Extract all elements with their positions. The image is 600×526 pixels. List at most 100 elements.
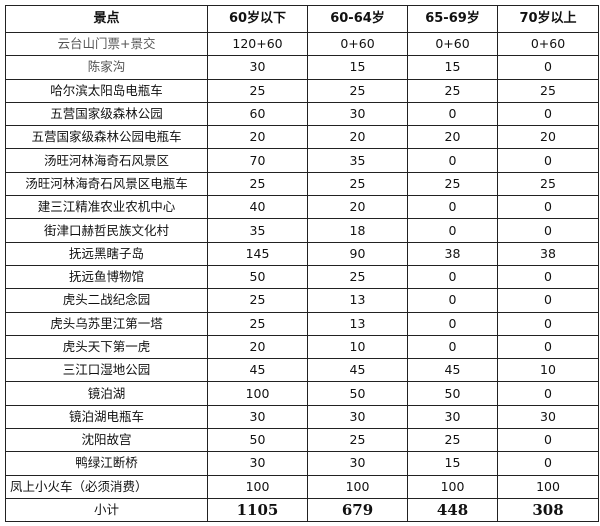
- subtotal-value: 448: [407, 497, 498, 523]
- price-cell: 100: [307, 474, 408, 499]
- price-cell: 100: [407, 474, 498, 499]
- price-cell: 0+60: [497, 31, 599, 57]
- ticket-price-table: 景点 60岁以下 60-64岁 65-69岁 70岁以上 云台山门票+景交 120+60 0…: [5, 5, 599, 523]
- price-cell: 0: [497, 148, 599, 173]
- price-cell: 50: [207, 428, 308, 453]
- price-cell: 13: [307, 288, 408, 313]
- price-cell: 50: [407, 381, 498, 406]
- column-header: 60岁以下: [207, 5, 308, 33]
- price-cell: 0: [407, 311, 498, 336]
- price-cell: 30: [307, 404, 408, 430]
- price-cell: 25: [407, 428, 498, 453]
- price-cell: 120+60: [207, 31, 308, 57]
- attraction-name: 街津口赫哲民族文化村: [5, 218, 208, 243]
- table-row: 沈阳故宫 50 25 25 0: [5, 428, 599, 453]
- table-row: 街津口赫哲民族文化村 35 18 0 0: [5, 218, 599, 243]
- price-cell: 145: [207, 241, 308, 266]
- table-row: 虎头天下第一虎 20 10 0 0: [5, 334, 599, 360]
- price-cell: 30: [307, 451, 408, 476]
- attraction-name: 建三江精准农业农机中心: [5, 195, 208, 220]
- table-row: 哈尔滨太阳岛电瓶车 25 25 25 25: [5, 78, 599, 103]
- price-cell: 25: [207, 78, 308, 103]
- price-cell: 0+60: [407, 31, 498, 57]
- price-cell: 20: [307, 195, 408, 220]
- price-cell: 0: [497, 451, 599, 476]
- price-cell: 45: [407, 358, 498, 383]
- price-cell: 30: [497, 404, 599, 430]
- attraction-name: 凤上小火车（必须消费）: [5, 474, 208, 499]
- price-cell: 25: [207, 288, 308, 313]
- attraction-name: 汤旺河林海奇石风景区: [5, 148, 208, 173]
- table-row: 鸭绿江断桥 30 30 15 0: [5, 451, 599, 476]
- price-cell: 100: [207, 381, 308, 406]
- price-cell: 25: [497, 78, 599, 103]
- price-cell: 10: [497, 358, 599, 383]
- attraction-name: 抚远黑瞎子岛: [5, 241, 208, 266]
- price-cell: 30: [207, 451, 308, 476]
- price-cell: 0: [497, 334, 599, 360]
- table-row: 汤旺河林海奇石风景区 70 35 0 0: [5, 148, 599, 173]
- table-row: 五营国家级森林公园 60 30 0 0: [5, 101, 599, 127]
- subtotal-row: 小计 1105 679 448 308: [5, 497, 599, 523]
- price-cell: 20: [407, 125, 498, 150]
- attraction-name: 哈尔滨太阳岛电瓶车: [5, 78, 208, 103]
- attraction-name: 云台山门票+景交: [5, 31, 208, 57]
- column-header: 65-69岁: [407, 5, 498, 33]
- price-cell: 100: [207, 474, 308, 499]
- table-row: 虎头二战纪念园 25 13 0 0: [5, 288, 599, 313]
- price-cell: 45: [207, 358, 308, 383]
- price-cell: 0: [497, 428, 599, 453]
- price-cell: 40: [207, 195, 308, 220]
- price-cell: 15: [407, 451, 498, 476]
- attraction-name: 镜泊湖: [5, 381, 208, 406]
- table-row: 镜泊湖 100 50 50 0: [5, 381, 599, 406]
- price-cell: 0+60: [307, 31, 408, 57]
- price-cell: 25: [207, 171, 308, 197]
- price-cell: 25: [497, 171, 599, 197]
- price-cell: 15: [407, 55, 498, 80]
- table-row: 建三江精准农业农机中心 40 20 0 0: [5, 195, 599, 220]
- attraction-name: 虎头二战纪念园: [5, 288, 208, 313]
- price-cell: 0: [497, 55, 599, 80]
- attraction-name: 三江口湿地公园: [5, 358, 208, 383]
- header-row: 景点 60岁以下 60-64岁 65-69岁 70岁以上: [5, 5, 599, 33]
- table-row: 五营国家级森林公园电瓶车 20 20 20 20: [5, 125, 599, 150]
- table-row: 凤上小火车（必须消费） 100 100 100 100: [5, 474, 599, 499]
- column-header: 景点: [5, 5, 208, 33]
- price-cell: 35: [207, 218, 308, 243]
- price-cell: 0: [407, 195, 498, 220]
- attraction-name: 五营国家级森林公园电瓶车: [5, 125, 208, 150]
- price-cell: 50: [307, 381, 408, 406]
- price-cell: 0: [497, 264, 599, 290]
- price-cell: 20: [307, 125, 408, 150]
- attraction-name: 汤旺河林海奇石风景区电瓶车: [5, 171, 208, 197]
- price-cell: 20: [207, 125, 308, 150]
- table-row: 汤旺河林海奇石风景区电瓶车 25 25 25 25: [5, 171, 599, 197]
- price-cell: 0: [407, 288, 498, 313]
- attraction-name: 虎头天下第一虎: [5, 334, 208, 360]
- price-cell: 38: [497, 241, 599, 266]
- column-header: 60-64岁: [307, 5, 408, 33]
- attraction-name: 虎头乌苏里江第一塔: [5, 311, 208, 336]
- price-cell: 0: [407, 218, 498, 243]
- price-cell: 0: [497, 311, 599, 336]
- price-cell: 0: [497, 101, 599, 127]
- price-cell: 70: [207, 148, 308, 173]
- price-cell: 10: [307, 334, 408, 360]
- attraction-name: 沈阳故宫: [5, 428, 208, 453]
- attraction-name: 抚远鱼博物馆: [5, 264, 208, 290]
- table-row: 陈家沟 30 15 15 0: [5, 55, 599, 80]
- price-cell: 0: [497, 218, 599, 243]
- price-cell: 25: [207, 311, 308, 336]
- price-cell: 0: [407, 334, 498, 360]
- price-cell: 25: [307, 171, 408, 197]
- attraction-name: 五营国家级森林公园: [5, 101, 208, 127]
- price-cell: 30: [207, 404, 308, 430]
- price-cell: 0: [497, 288, 599, 313]
- table-row: 镜泊湖电瓶车 30 30 30 30: [5, 404, 599, 430]
- table-row: 抚远黑瞎子岛 145 90 38 38: [5, 241, 599, 266]
- price-cell: 20: [497, 125, 599, 150]
- price-cell: 0: [497, 381, 599, 406]
- attraction-name: 镜泊湖电瓶车: [5, 404, 208, 430]
- price-cell: 0: [497, 195, 599, 220]
